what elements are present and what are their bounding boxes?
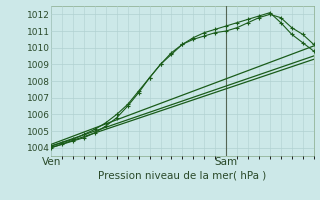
X-axis label: Pression niveau de la mer( hPa ): Pression niveau de la mer( hPa ) bbox=[98, 170, 267, 180]
